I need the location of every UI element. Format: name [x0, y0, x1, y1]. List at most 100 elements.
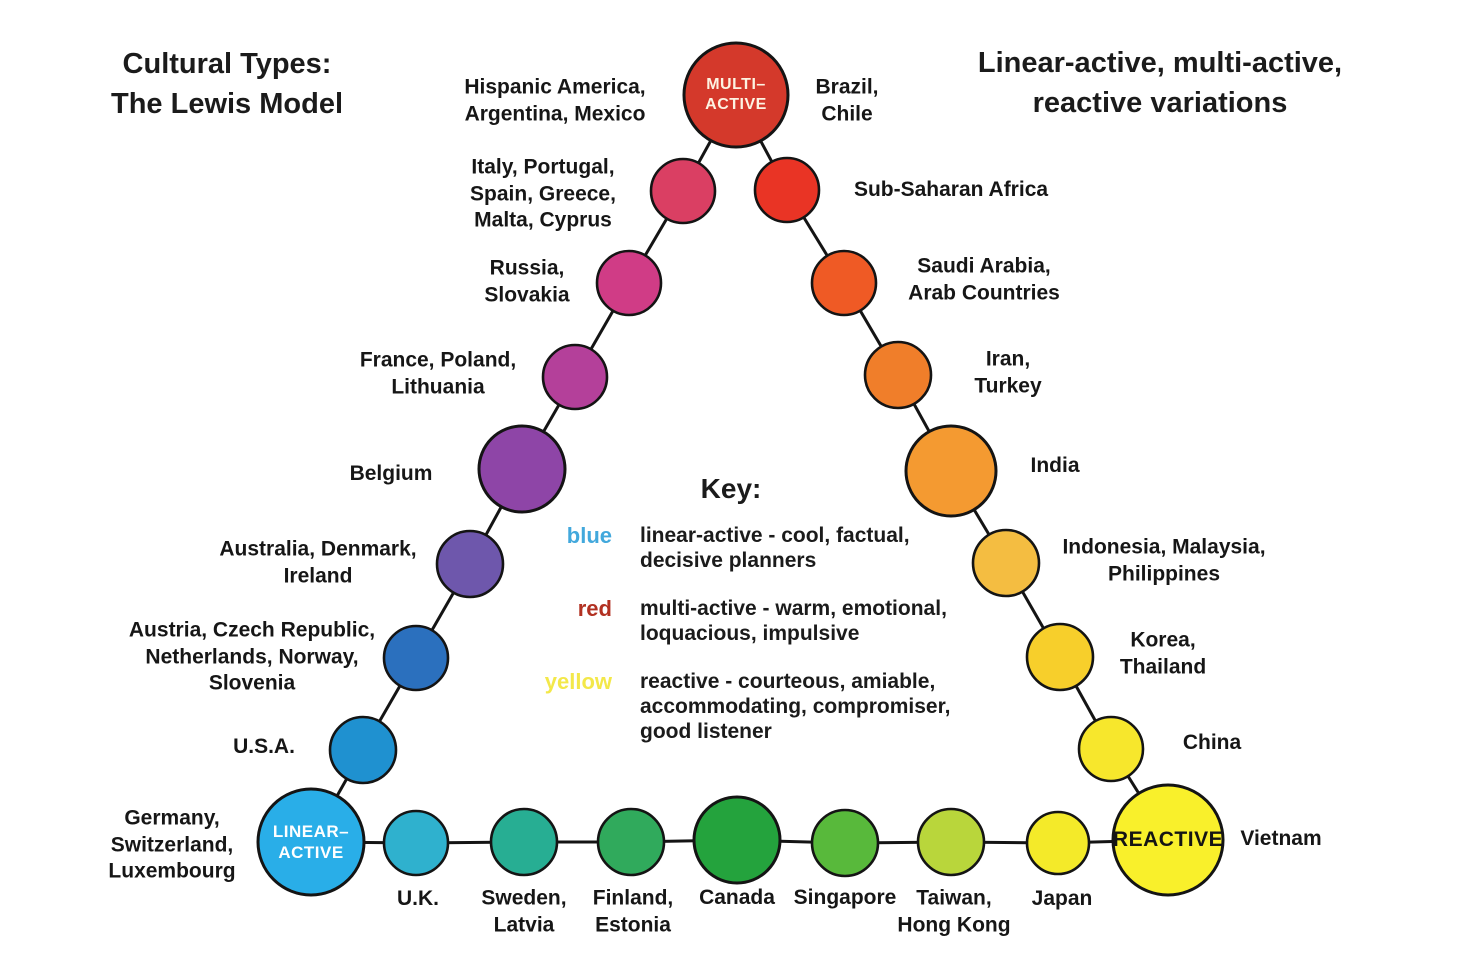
- key-description-line: reactive - courteous, amiable,: [640, 670, 936, 693]
- label-line: Hispanic America,: [464, 75, 646, 99]
- key-description-red: multi-active - warm, emotional, loquaciou…: [640, 596, 947, 646]
- key-description-line: accommodating, compromiser,: [640, 695, 951, 718]
- label-reactive: Vietnam: [1240, 826, 1321, 853]
- key-color-word-blue: blue: [566, 523, 612, 548]
- label-line: Australia, Denmark,: [219, 537, 417, 561]
- label-line: U.S.A.: [233, 734, 295, 758]
- label-iran: Iran, Turkey: [974, 347, 1041, 400]
- label-line: Vietnam: [1240, 826, 1322, 850]
- node-linear-hub-label: LINEAR– ACTIVE: [273, 821, 349, 864]
- hub-label-line: MULTI–: [706, 76, 766, 93]
- label-line: Hong Kong: [897, 913, 1011, 936]
- label-linear: Germany, Switzerland, Luxembourg: [108, 805, 235, 885]
- label-line: Argentina, Mexico: [464, 102, 646, 125]
- key-row-yellow: yellow reactive - courteous, amiable, acco…: [460, 669, 951, 744]
- label-italy: Italy, Portugal, Spain, Greece, Malta, Cyp…: [470, 154, 616, 234]
- key-color-word-red: red: [577, 596, 612, 621]
- label-line: Slovakia: [484, 283, 570, 306]
- node-linear-circle: [256, 787, 366, 897]
- label-line: Chile: [821, 102, 873, 125]
- label-line: Japan: [1031, 886, 1093, 910]
- label-line: Turkey: [974, 374, 1042, 397]
- hub-label-line: ACTIVE: [705, 96, 767, 113]
- key-row-red: red multi-active - warm, emotional, loquac…: [460, 596, 950, 646]
- label-russia: Russia, Slovakia: [484, 256, 569, 309]
- label-line: Brazil,: [815, 75, 879, 99]
- label-france: France, Poland, Lithuania: [360, 348, 516, 401]
- key-description-line: loquacious, impulsive: [640, 622, 860, 645]
- label-austria: Austria, Czech Republic, Netherlands, Nor…: [129, 617, 375, 697]
- label-belgium: Belgium: [350, 461, 433, 488]
- label-line: Italy, Portugal,: [471, 155, 615, 179]
- label-line: Saudi Arabia,: [917, 254, 1051, 278]
- label-line: Austria, Czech Republic,: [128, 618, 376, 642]
- label-line: Thailand: [1119, 655, 1207, 678]
- hub-label-line: ACTIVE: [278, 843, 344, 862]
- label-finland: Finland, Estonia: [593, 886, 674, 939]
- node-uk-circle: [382, 809, 450, 877]
- node-saudi-circle: [810, 249, 878, 317]
- node-multi-circle: [682, 41, 790, 149]
- hub-label-line: LINEAR–: [272, 821, 350, 841]
- label-line: Iran,: [985, 347, 1031, 371]
- label-saudi: Saudi Arabia, Arab Countries: [908, 254, 1060, 307]
- hub-label-line: REACTIVE: [1112, 827, 1224, 851]
- node-italy-circle: [649, 157, 717, 225]
- label-line: Malta, Cyprus: [474, 208, 612, 232]
- label-line: Belgium: [349, 461, 433, 485]
- node-sweden-circle: [489, 807, 559, 877]
- key-description-line: good listener: [640, 720, 772, 743]
- node-iran-circle: [863, 340, 933, 410]
- label-multi-left: Hispanic America, Argentina, Mexico: [464, 75, 645, 128]
- label-line: Sweden,: [481, 886, 567, 910]
- key-block: blue linear-active - cool, factual, decisi…: [460, 523, 951, 744]
- label-line: Philippines: [1107, 562, 1220, 585]
- label-line: Luxembourg: [108, 859, 236, 883]
- label-canada: Canada: [699, 885, 775, 912]
- node-china-circle: [1077, 715, 1145, 783]
- node-reactive-circle: [1111, 783, 1225, 897]
- node-japan-circle: [1025, 810, 1091, 876]
- label-line: Finland,: [592, 886, 674, 910]
- label-line: Netherlands, Norway,: [145, 644, 359, 668]
- node-taiwan-circle: [916, 807, 986, 877]
- key-heading: Key:: [700, 473, 762, 504]
- page-title: Cultural Types: The Lewis Model: [111, 44, 343, 124]
- subtitle-line2: reactive variations: [1032, 87, 1288, 119]
- label-line: Switzerland,: [110, 832, 234, 856]
- label-line: Lithuania: [391, 375, 485, 398]
- page-title-line2: The Lewis Model: [110, 88, 344, 120]
- label-line: Latvia: [493, 913, 555, 936]
- label-line: India: [1030, 453, 1080, 477]
- node-indonesia-circle: [971, 528, 1041, 598]
- label-line: Arab Countries: [908, 281, 1060, 304]
- node-australia-circle: [435, 529, 505, 599]
- label-line: Germany,: [124, 806, 220, 830]
- label-line: Indonesia, Malaysia,: [1062, 535, 1266, 559]
- label-korea: Korea, Thailand: [1120, 628, 1206, 681]
- label-line: Singapore: [793, 885, 897, 909]
- label-line: Taiwan,: [916, 886, 992, 910]
- label-taiwan: Taiwan, Hong Kong: [897, 886, 1010, 939]
- node-finland-circle: [596, 807, 666, 877]
- node-korea-circle: [1025, 622, 1095, 692]
- node-usa-circle: [328, 715, 398, 785]
- label-line: Canada: [699, 885, 775, 909]
- page-title-line1: Cultural Types:: [122, 48, 332, 80]
- node-subsaharan-circle: [753, 156, 821, 224]
- label-india: India: [1030, 453, 1079, 480]
- key-description-line: multi-active - warm, emotional,: [640, 597, 947, 620]
- label-line: Russia,: [489, 256, 565, 280]
- label-sweden: Sweden, Latvia: [481, 886, 566, 939]
- label-indonesia: Indonesia, Malaysia, Philippines: [1062, 535, 1265, 588]
- label-uk: U.K.: [397, 886, 439, 913]
- label-line: France, Poland,: [359, 348, 517, 372]
- label-line: Slovenia: [208, 671, 296, 695]
- key-description-line: linear-active - cool, factual,: [640, 524, 910, 547]
- node-france-circle: [541, 343, 609, 411]
- label-line: Estonia: [595, 913, 671, 936]
- label-line: Spain, Greece,: [470, 181, 616, 205]
- key-color-word-yellow: yellow: [544, 669, 612, 694]
